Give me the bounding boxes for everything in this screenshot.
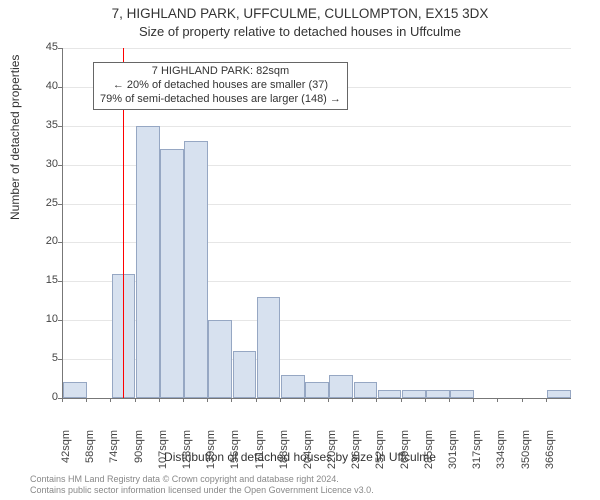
histogram-bar [281,375,305,398]
x-tick-label: 90sqm [133,430,145,480]
y-tick-mark [58,48,62,49]
y-tick-mark [58,165,62,166]
chart-container: { "titles": { "line1": "7, HIGHLAND PARK… [0,0,600,500]
x-tick-label: 350sqm [520,430,532,480]
x-tick-label: 139sqm [205,430,217,480]
x-tick-label: 220sqm [326,430,338,480]
x-tick-label: 236sqm [350,430,362,480]
histogram-bar [305,382,329,398]
histogram-bar [136,126,160,398]
y-tick-label: 30 [26,158,58,170]
histogram-bar [450,390,474,398]
histogram-bar [329,375,353,398]
x-tick-label: 188sqm [278,430,290,480]
x-tick-label: 252sqm [374,430,386,480]
x-tick-mark [159,398,160,402]
x-tick-mark [62,398,63,402]
histogram-bar [233,351,257,398]
annotation-line-2: ← 20% of detached houses are smaller (37… [100,79,341,93]
x-tick-mark [546,398,547,402]
x-tick-mark [304,398,305,402]
y-tick-mark [58,281,62,282]
x-tick-mark [376,398,377,402]
histogram-bar [378,390,402,398]
y-tick-mark [58,359,62,360]
y-tick-label: 45 [26,41,58,53]
x-tick-mark [183,398,184,402]
x-tick-mark [135,398,136,402]
x-tick-mark [473,398,474,402]
histogram-bar [63,382,87,398]
x-tick-label: 155sqm [229,430,241,480]
x-tick-mark [425,398,426,402]
x-tick-mark [522,398,523,402]
x-tick-mark [207,398,208,402]
x-tick-label: 171sqm [254,430,266,480]
x-tick-mark [280,398,281,402]
x-tick-mark [497,398,498,402]
chart-plot-area: 7 HIGHLAND PARK: 82sqm ← 20% of detached… [62,48,571,399]
y-tick-mark [58,320,62,321]
x-tick-label: 334sqm [495,430,507,480]
x-tick-label: 269sqm [399,430,411,480]
y-axis-label: Number of detached properties [8,55,22,220]
histogram-bar [257,297,281,398]
histogram-bar [184,141,208,398]
footer-line-2: Contains public sector information licen… [30,485,374,495]
annotation-line-3: 79% of semi-detached houses are larger (… [100,93,341,107]
histogram-bar [354,382,378,398]
x-tick-label: 74sqm [108,430,120,480]
y-tick-label: 0 [26,391,58,403]
histogram-bar [160,149,184,398]
x-tick-label: 301sqm [447,430,459,480]
histogram-bar [426,390,450,398]
histogram-bar [547,390,571,398]
x-tick-label: 366sqm [544,430,556,480]
y-tick-mark [58,204,62,205]
x-tick-mark [328,398,329,402]
x-tick-label: 285sqm [423,430,435,480]
x-tick-label: 317sqm [471,430,483,480]
annotation-box: 7 HIGHLAND PARK: 82sqm ← 20% of detached… [93,62,348,110]
y-tick-label: 20 [26,235,58,247]
page-title: 7, HIGHLAND PARK, UFFCULME, CULLOMPTON, … [0,6,600,21]
y-tick-label: 35 [26,119,58,131]
y-tick-mark [58,242,62,243]
y-tick-mark [58,126,62,127]
y-tick-label: 25 [26,197,58,209]
x-tick-mark [352,398,353,402]
x-tick-mark [86,398,87,402]
x-tick-mark [256,398,257,402]
x-tick-label: 42sqm [60,430,72,480]
y-tick-label: 15 [26,274,58,286]
annotation-line-1: 7 HIGHLAND PARK: 82sqm [100,65,341,79]
x-tick-label: 107sqm [157,430,169,480]
y-tick-label: 40 [26,80,58,92]
x-tick-label: 204sqm [302,430,314,480]
x-tick-mark [110,398,111,402]
histogram-bar [402,390,426,398]
y-tick-label: 5 [26,352,58,364]
histogram-bar [208,320,232,398]
y-tick-label: 10 [26,313,58,325]
x-tick-mark [231,398,232,402]
x-tick-label: 58sqm [84,430,96,480]
page-subtitle: Size of property relative to detached ho… [0,24,600,39]
x-tick-label: 123sqm [181,430,193,480]
x-tick-mark [449,398,450,402]
y-tick-mark [58,87,62,88]
x-tick-mark [401,398,402,402]
